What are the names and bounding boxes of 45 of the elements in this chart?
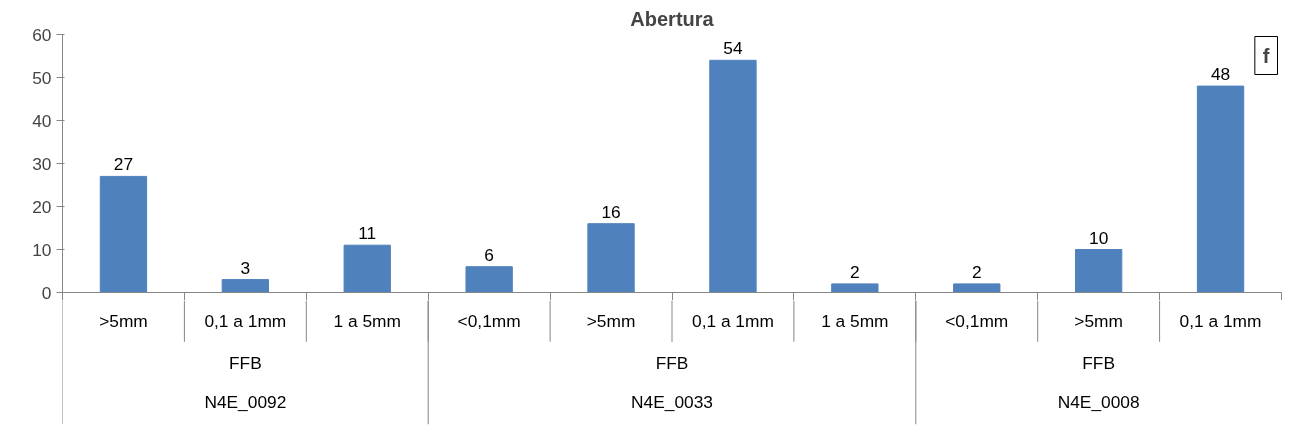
data-label: 10 bbox=[1089, 227, 1109, 248]
chart-title: Abertura bbox=[630, 7, 715, 30]
y-tick-label: 10 bbox=[32, 239, 52, 260]
data-label: 16 bbox=[601, 201, 621, 222]
bar bbox=[1074, 249, 1123, 293]
text: N4E_0033 bbox=[631, 391, 713, 412]
bar bbox=[831, 283, 879, 293]
y-tick-label: 20 bbox=[32, 196, 52, 217]
x-tick-label: 1 a 5mm bbox=[821, 311, 889, 332]
data-label: 2 bbox=[850, 261, 860, 282]
x-tick-label: 0,1 a 1mm bbox=[692, 311, 774, 332]
text: N4E_0008 bbox=[1057, 391, 1140, 412]
bar bbox=[221, 279, 270, 293]
y-tick-label: 40 bbox=[32, 110, 52, 131]
x-tick-label: 1 a 5mm bbox=[333, 311, 401, 332]
bar bbox=[465, 266, 513, 293]
bar bbox=[99, 175, 148, 293]
y-tick-label: 50 bbox=[32, 67, 52, 88]
bar bbox=[953, 283, 1001, 293]
x-tick-label: 0,1 a 1mm bbox=[1179, 311, 1262, 332]
bar bbox=[587, 223, 635, 293]
x-tick-label: >5mm bbox=[99, 311, 148, 332]
x-tick-label: <0,1mm bbox=[457, 311, 521, 332]
text: N4E_0092 bbox=[204, 391, 287, 412]
x-tick-label: 0,1 a 1mm bbox=[204, 311, 287, 332]
bar bbox=[343, 244, 391, 293]
data-label: 3 bbox=[240, 257, 251, 278]
x-tick-label: >5mm bbox=[1074, 311, 1123, 332]
data-label: 11 bbox=[358, 223, 377, 244]
data-label: 2 bbox=[971, 261, 982, 282]
x-tick-label: <0,1mm bbox=[945, 311, 1009, 332]
text: FFB bbox=[655, 352, 689, 373]
bar bbox=[1196, 85, 1245, 293]
y-tick-label: 0 bbox=[41, 282, 52, 303]
x-tick-label: >5mm bbox=[586, 311, 636, 332]
data-label: 27 bbox=[113, 154, 134, 175]
data-label: 48 bbox=[1210, 64, 1231, 85]
data-label: 6 bbox=[484, 244, 494, 265]
y-tick-label: 30 bbox=[32, 153, 52, 174]
bar bbox=[709, 59, 757, 293]
y-tick-label: 60 bbox=[32, 24, 52, 45]
text: FFB bbox=[228, 352, 262, 373]
data-label: 54 bbox=[723, 38, 743, 59]
text: FFB bbox=[1082, 352, 1116, 373]
annotation: f bbox=[1262, 44, 1270, 67]
